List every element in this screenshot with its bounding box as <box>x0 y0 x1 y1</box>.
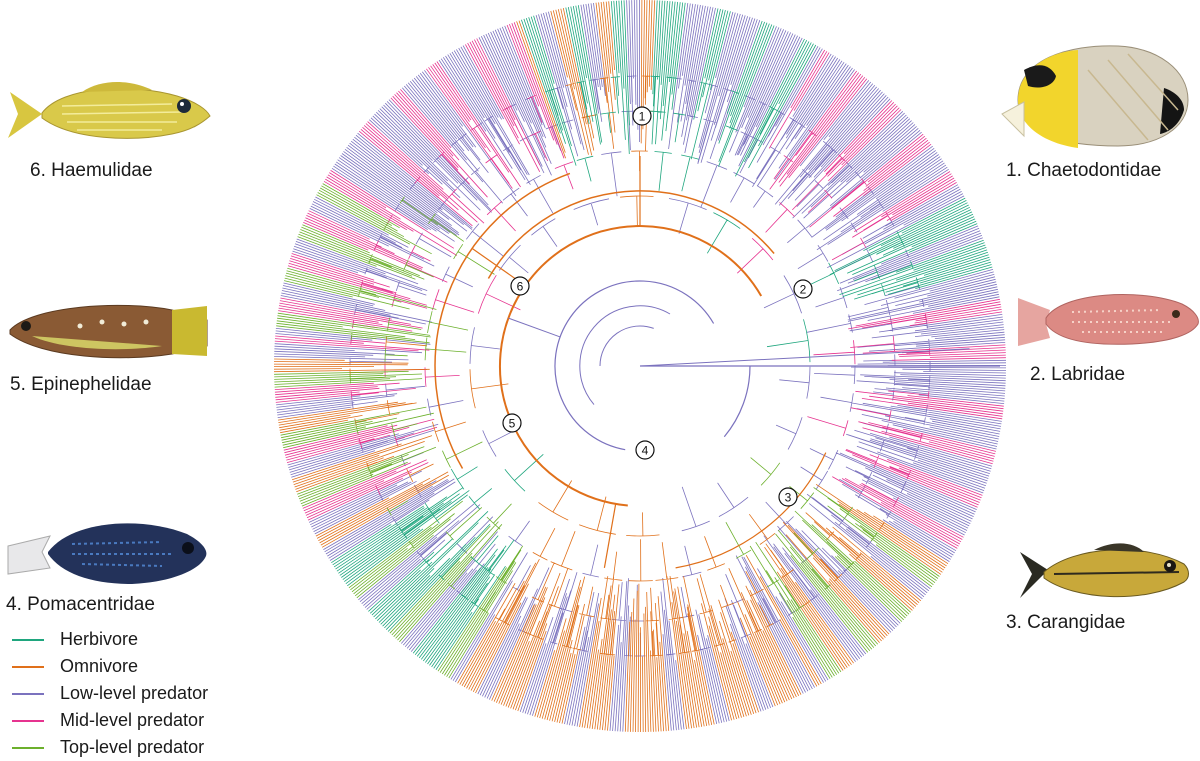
legend-swatch <box>12 746 44 749</box>
legend-swatch <box>12 719 44 722</box>
legend-swatch <box>12 638 44 641</box>
family-label-labridae: 2. Labridae <box>1030 364 1126 385</box>
legend-item-low-level-predator: Low-level predator <box>12 680 208 707</box>
family-node-number: 1 <box>639 110 646 124</box>
family-node-6: 6 <box>510 276 530 296</box>
tree-branches <box>273 0 1007 733</box>
jack-photo <box>1020 543 1189 598</box>
backbone-arc <box>434 172 571 469</box>
branch-group <box>274 183 940 679</box>
backbone-arc <box>675 452 827 569</box>
family-node-5: 5 <box>502 413 522 433</box>
legend-swatch <box>12 692 44 695</box>
family-label-chaetodontidae: 1. Chaetodontidae <box>1006 160 1162 181</box>
family-node-number: 6 <box>517 280 524 294</box>
legend-label: Omnivore <box>60 656 139 676</box>
family-node-number: 4 <box>642 444 649 458</box>
backbone-ray <box>603 503 617 568</box>
family-node-4: 4 <box>635 440 655 460</box>
wrasse-photo <box>1018 294 1199 346</box>
legend-item-herbivore: Herbivore <box>12 626 208 653</box>
branch-group <box>274 22 1006 549</box>
legend-label: Top-level predator <box>60 737 205 757</box>
backbone-arc <box>599 325 654 367</box>
family-node-circle <box>510 276 530 296</box>
legend-item-omnivore: Omnivore <box>12 653 208 680</box>
family-node-circle <box>632 106 652 126</box>
family-node-number: 5 <box>509 417 516 431</box>
grunt-photo <box>8 82 211 139</box>
grouper-photo <box>9 304 208 359</box>
family-label-haemulidae: 6. Haemulidae <box>30 160 153 181</box>
legend-item-top-level-predator: Top-level predator <box>12 734 208 761</box>
backbone-arc <box>554 280 715 451</box>
family-node-2: 2 <box>793 279 813 299</box>
backbone-ray <box>508 317 561 338</box>
backbone-arc <box>579 305 671 405</box>
family-node-3: 3 <box>778 487 798 507</box>
legend-label: Low-level predator <box>60 683 209 703</box>
branch-group <box>273 0 949 733</box>
family-node-1: 1 <box>632 106 652 126</box>
legend: Herbivore Omnivore Low-level predator Mi… <box>12 626 208 761</box>
legend-label: Herbivore <box>60 629 139 649</box>
damselfish-photo <box>7 523 207 584</box>
legend-label: Mid-level predator <box>60 710 205 730</box>
legend-swatch <box>12 665 44 668</box>
family-node-circle <box>502 413 522 433</box>
family-label-epinephelidae: 5. Epinephelidae <box>10 374 152 395</box>
legend-item-mid-level-predator: Mid-level predator <box>12 707 208 734</box>
family-label-carangidae: 3. Carangidae <box>1006 612 1126 633</box>
family-label-pomacentridae: 4. Pomacentridae <box>6 594 155 615</box>
branch-group <box>331 0 993 671</box>
family-node-circle <box>793 279 813 299</box>
backbone-arc <box>723 365 751 438</box>
backbone-arc <box>487 190 775 279</box>
family-node-circle <box>778 487 798 507</box>
backbone-ray <box>639 348 970 367</box>
butterflyfish-photo <box>1001 45 1189 148</box>
family-node-number: 2 <box>800 283 807 297</box>
family-node-circle <box>635 440 655 460</box>
family-node-number: 3 <box>785 491 792 505</box>
branch-group <box>274 0 1007 732</box>
